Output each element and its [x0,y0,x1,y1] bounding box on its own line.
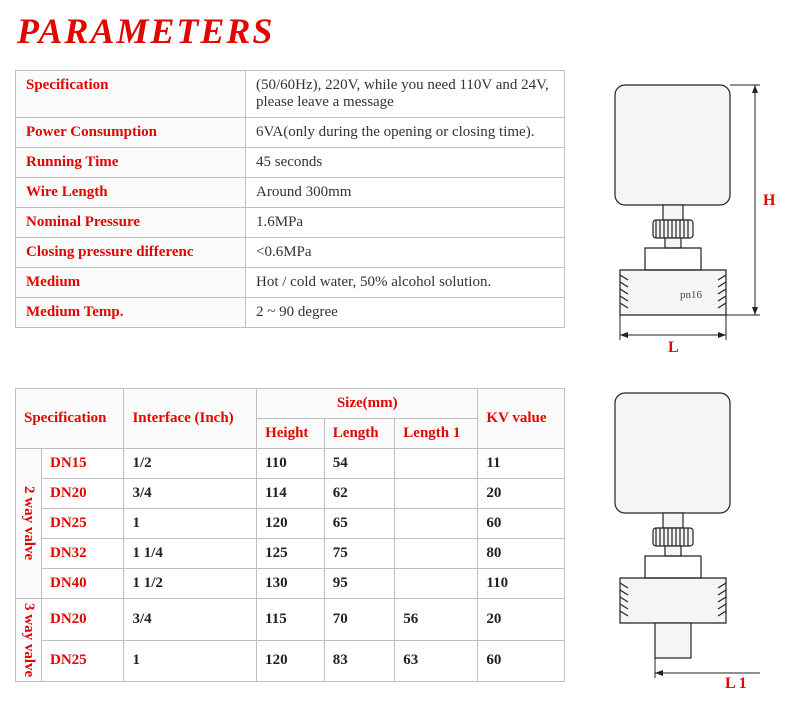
cell-height: 114 [257,479,325,509]
cell-spec: DN25 [42,640,124,682]
spec-value: 1.6MPa [246,208,565,238]
valve-diagram-3way: L 1 [585,388,785,688]
cell-interface: 3/4 [124,479,257,509]
cell-length: 75 [324,539,395,569]
group-label: 3 way valve [16,599,42,682]
spec-value: Hot / cold water, 50% alcohol solution. [246,268,565,298]
cell-length: 83 [324,640,395,682]
dim-l-label: L [668,339,679,356]
cell-interface: 1 1/2 [124,569,257,599]
spec-value: 6VA(only during the opening or closing t… [246,118,565,148]
cell-length1 [395,509,478,539]
cell-spec: DN40 [42,569,124,599]
cell-height: 110 [257,449,325,479]
col-interface: Interface (Inch) [124,389,257,449]
cell-length1: 63 [395,640,478,682]
table-row: 3 way valveDN203/4115705620 [16,599,565,641]
table-row: 2 way valveDN151/21105411 [16,449,565,479]
col-spec: Specification [16,389,124,449]
cell-kv: 20 [478,599,565,641]
cell-spec: DN32 [42,539,124,569]
spec-row: Nominal Pressure1.6MPa [16,208,565,238]
cell-height: 120 [257,640,325,682]
cell-length1: 56 [395,599,478,641]
spec-value: <0.6MPa [246,238,565,268]
cell-kv: 80 [478,539,565,569]
spec-value: 45 seconds [246,148,565,178]
size-table: Specification Interface (Inch) Size(mm) … [15,388,565,682]
cell-kv: 20 [478,479,565,509]
table-row: DN25112065 60 [16,509,565,539]
col-size: Size(mm) [257,389,478,419]
cell-kv: 60 [478,509,565,539]
cell-length: 54 [324,449,395,479]
table-row: DN203/411462 20 [16,479,565,509]
cell-height: 125 [257,539,325,569]
spec-row: Closing pressure differenc<0.6MPa [16,238,565,268]
col-height: Height [257,419,325,449]
spec-value: 2 ~ 90 degree [246,298,565,328]
spec-row: Running Time45 seconds [16,148,565,178]
cell-kv: 11 [478,449,565,479]
spec-label: Specification [16,71,246,118]
cell-length: 62 [324,479,395,509]
cell-kv: 110 [478,569,565,599]
col-length1: Length 1 [395,419,478,449]
spec-label: Closing pressure differenc [16,238,246,268]
dim-l1-label: L 1 [725,675,747,688]
spec-table: Specification(50/60Hz), 220V, while you … [15,70,565,328]
cell-interface: 1 [124,509,257,539]
table-row: DN251120836360 [16,640,565,682]
cell-length1 [395,569,478,599]
spec-label: Medium [16,268,246,298]
spec-row: MediumHot / cold water, 50% alcohol solu… [16,268,565,298]
spec-label: Wire Length [16,178,246,208]
spec-row: Specification(50/60Hz), 220V, while you … [16,71,565,118]
group-label: 2 way valve [16,449,42,599]
table-row: DN401 1/213095 110 [16,569,565,599]
page-title: PARAMETERS [17,10,785,52]
dim-h-label: H [763,192,776,209]
cell-length: 95 [324,569,395,599]
cell-spec: DN15 [42,449,124,479]
spec-label: Medium Temp. [16,298,246,328]
spec-label: Nominal Pressure [16,208,246,238]
cell-height: 115 [257,599,325,641]
cell-height: 130 [257,569,325,599]
cell-length: 65 [324,509,395,539]
cell-interface: 3/4 [124,599,257,641]
spec-row: Power Consumption6VA(only during the ope… [16,118,565,148]
cell-length: 70 [324,599,395,641]
cell-spec: DN20 [42,479,124,509]
body-label: pn16 [680,289,703,301]
spec-value: (50/60Hz), 220V, while you need 110V and… [246,71,565,118]
spec-row: Wire LengthAround 300mm [16,178,565,208]
cell-length1 [395,449,478,479]
col-length: Length [324,419,395,449]
valve-diagram-2way: pn16 H L [585,70,785,360]
cell-spec: DN20 [42,599,124,641]
cell-length1 [395,479,478,509]
table-row: DN321 1/412575 80 [16,539,565,569]
cell-interface: 1/2 [124,449,257,479]
cell-interface: 1 1/4 [124,539,257,569]
spec-row: Medium Temp.2 ~ 90 degree [16,298,565,328]
cell-spec: DN25 [42,509,124,539]
spec-label: Power Consumption [16,118,246,148]
cell-interface: 1 [124,640,257,682]
spec-label: Running Time [16,148,246,178]
cell-height: 120 [257,509,325,539]
cell-kv: 60 [478,640,565,682]
col-kv: KV value [478,389,565,449]
cell-length1 [395,539,478,569]
spec-value: Around 300mm [246,178,565,208]
